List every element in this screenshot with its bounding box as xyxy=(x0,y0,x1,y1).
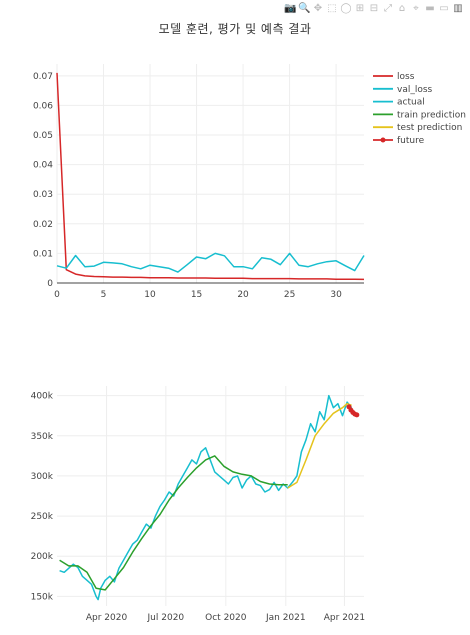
y-tick-label: 0 xyxy=(47,279,53,289)
y-tick-label: 300k xyxy=(31,472,54,482)
x-tick-label: 15 xyxy=(191,290,202,300)
series-test-prediction-line[interactable] xyxy=(287,402,352,489)
y-tick-label: 0.02 xyxy=(33,220,53,230)
series-loss-line[interactable] xyxy=(56,72,365,281)
x-tick-label: Jan 2021 xyxy=(265,613,306,623)
x-tick-label: 5 xyxy=(101,290,107,300)
reset-axes-icon[interactable]: ⌂ xyxy=(398,3,406,14)
series-val-loss-line[interactable] xyxy=(56,252,365,273)
x-tick-label: 25 xyxy=(284,290,295,300)
y-tick-label: 150k xyxy=(31,592,54,602)
autoscale-icon[interactable]: ⤢ xyxy=(384,3,392,14)
loss-chart: 0 5 10 15 20 25 30 0 0.01 0.02 0.03 0.04 0.05 0.06 0.0… xyxy=(33,64,365,300)
legend-label-actual[interactable]: actual xyxy=(397,98,425,108)
y-tick-label: 0.03 xyxy=(33,190,53,200)
x-tick-label: Apr 2021 xyxy=(324,613,365,623)
y-tick-label: 0.06 xyxy=(33,101,53,111)
plot-modebar: 📷 🔍 ✥ ⬚ ◯ ⊞ ⊟ ⤢ ⌂ ⌖ ▬ ▭ ▥ xyxy=(284,3,464,17)
future-point[interactable] xyxy=(354,412,360,418)
legend-label-val-loss[interactable]: val_loss xyxy=(397,85,433,95)
chart-title: 모델 훈련, 평가 및 예측 결과 xyxy=(158,22,312,36)
x-tick-label: Apr 2020 xyxy=(86,613,128,623)
spike-lines-icon[interactable]: ⌖ xyxy=(413,3,419,14)
y-tick-label: 0.07 xyxy=(33,72,53,82)
y-tick-label: 400k xyxy=(31,392,54,402)
y-tick-label: 0.01 xyxy=(33,249,53,259)
prediction-chart: Apr 2020 Jul 2020 Oct 2020 Jan 2021 Apr 2021… xyxy=(31,386,365,623)
legend-label-train-prediction[interactable]: train prediction xyxy=(397,110,466,120)
y-tick-label: 250k xyxy=(31,512,54,522)
x-tick-label: 30 xyxy=(330,290,342,300)
x-tick-label: 20 xyxy=(237,290,249,300)
legend-label-test-prediction[interactable]: test prediction xyxy=(397,123,462,133)
x-tick-label: Oct 2020 xyxy=(205,613,247,623)
zoom-icon[interactable]: 🔍 xyxy=(298,3,311,14)
legend-marker xyxy=(380,137,386,143)
x-tick-label: 10 xyxy=(144,290,156,300)
zoom-out-icon[interactable]: ⊟ xyxy=(369,3,379,14)
y-tick-label: 0.05 xyxy=(33,131,53,141)
hover-closest-icon[interactable]: ▬ xyxy=(425,3,435,14)
box-select-icon[interactable]: ⬚ xyxy=(327,3,337,14)
y-tick-label: 350k xyxy=(31,432,54,442)
camera-icon[interactable]: 📷 xyxy=(284,3,297,14)
legend-label-loss[interactable]: loss xyxy=(397,72,415,82)
y-tick-label: 200k xyxy=(31,552,54,562)
x-tick-label: 0 xyxy=(54,290,60,300)
zoom-in-icon[interactable]: ⊞ xyxy=(355,3,365,14)
y-tick-label: 0.04 xyxy=(33,161,53,171)
pan-icon[interactable]: ✥ xyxy=(313,3,323,14)
x-tick-label: Jul 2020 xyxy=(147,613,185,623)
lasso-icon[interactable]: ◯ xyxy=(340,3,352,14)
series-train-prediction-line[interactable] xyxy=(59,455,288,591)
hover-compare-icon[interactable]: ▭ xyxy=(439,3,449,14)
series-actual-line[interactable] xyxy=(59,394,353,601)
legend-label-future[interactable]: future xyxy=(397,136,425,146)
plotly-logo-icon[interactable]: ▥ xyxy=(453,3,463,14)
